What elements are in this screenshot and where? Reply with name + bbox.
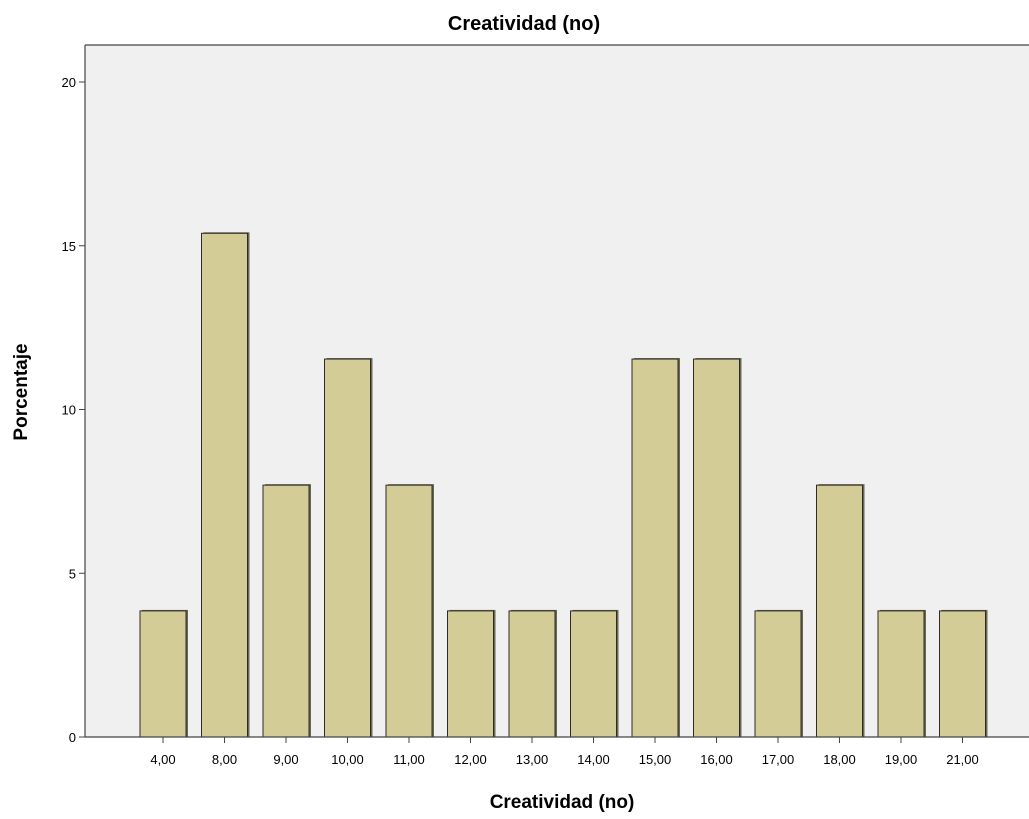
y-tick-label: 15	[62, 239, 76, 254]
bar-9,00	[262, 484, 310, 738]
bar-14,00	[570, 610, 617, 738]
bars-layer	[139, 232, 988, 738]
x-tick-label: 21,00	[946, 752, 979, 767]
bar-4,00	[139, 610, 187, 738]
bar-15,00	[631, 358, 679, 738]
x-tick-label: 4,00	[150, 752, 175, 767]
bar-12,00	[447, 610, 494, 738]
x-tick-label: 19,00	[885, 752, 918, 767]
x-tick-label: 17,00	[762, 752, 795, 767]
x-tick-label: 14,00	[577, 752, 610, 767]
bar-21,00	[939, 610, 986, 738]
x-tick-label: 13,00	[516, 752, 549, 767]
bar-10,00	[324, 358, 371, 738]
y-tick-label: 5	[69, 566, 76, 581]
x-tick-label: 11,00	[393, 752, 425, 767]
x-tick-label: 15,00	[639, 752, 672, 767]
bar-17,00	[754, 610, 802, 738]
y-ticks: 0 5 10 15 20	[62, 75, 85, 745]
x-tick-label: 10,00	[331, 752, 364, 767]
bar-18,00	[816, 484, 863, 738]
bar-11,00	[385, 484, 433, 738]
y-tick-label: 0	[69, 730, 76, 745]
x-tick-label: 9,00	[273, 752, 298, 767]
bar-16,00	[693, 358, 740, 738]
y-axis-title: Porcentaje	[11, 343, 32, 440]
x-tick-label: 18,00	[823, 752, 856, 767]
y-tick-label: 20	[62, 75, 76, 90]
y-tick-label: 10	[62, 403, 76, 418]
bar-19,00	[877, 610, 925, 738]
x-tick-label: 8,00	[212, 752, 237, 767]
x-tick-label: 12,00	[454, 752, 487, 767]
bar-13,00	[508, 610, 556, 738]
x-tick-label: 16,00	[700, 752, 733, 767]
x-axis-title: Creatividad (no)	[490, 792, 635, 813]
chart-title: Creatividad (no)	[448, 13, 600, 35]
axes-layer	[84, 44, 1029, 738]
bar-8,00	[201, 232, 248, 738]
x-ticks: 4,00 8,00 9,00 10,00 11,00 12,00 13,00 14,00 15,…	[150, 737, 979, 767]
